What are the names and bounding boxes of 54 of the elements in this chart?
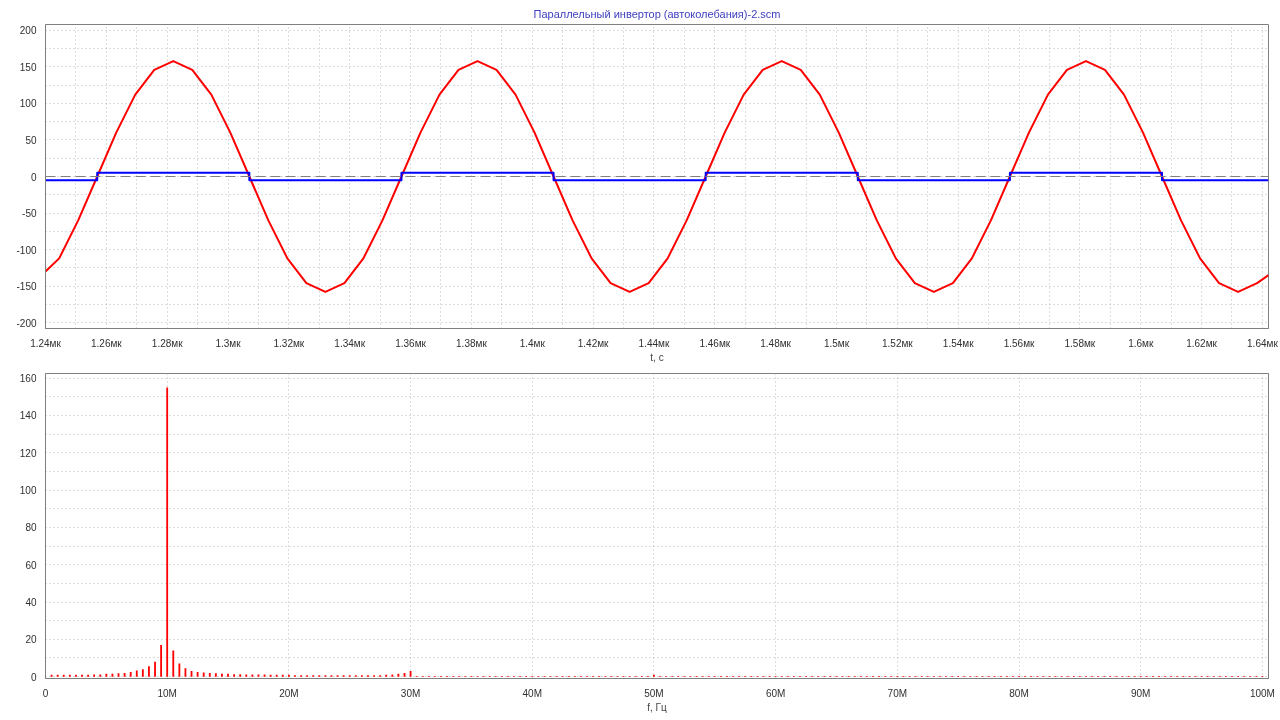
x-tick-label: 1.5мк	[823, 337, 850, 349]
y-tick-label: -100	[16, 244, 37, 256]
x-tick-label: 1.56мк	[1003, 337, 1036, 349]
x-tick-label: 100M	[1249, 687, 1275, 699]
y-tick-label: 120	[19, 447, 37, 459]
x-tick-label: 40M	[522, 687, 542, 699]
x-tick-label: 10M	[157, 687, 177, 699]
y-tick-label: 100	[19, 98, 37, 110]
x-tick-label: 1.52мк	[881, 337, 914, 349]
x-tick-label: 1.38мк	[456, 337, 488, 349]
y-tick-label: 60	[25, 559, 37, 571]
x-tick-label: 80M	[1009, 687, 1029, 699]
y-tick-label: 140	[19, 410, 37, 422]
x-tick-label: 1.28мк	[151, 337, 184, 349]
y-tick-label: 50	[25, 134, 37, 146]
chart-title: Параллельный инвертор (автоколебания)-2.scm	[533, 7, 781, 20]
y-tick-label: 0	[30, 671, 37, 683]
x-tick-label: 1.44мк	[638, 337, 670, 349]
y-tick-label: 0	[30, 171, 37, 183]
y-tick-label: 40	[25, 597, 37, 609]
x-tick-label: 20M	[279, 687, 299, 699]
x-axis-title: f, Гц	[647, 701, 668, 713]
x-tick-label: 1.54мк	[942, 337, 975, 349]
x-tick-label: 50M	[644, 687, 664, 699]
x-tick-label: 30M	[400, 687, 421, 699]
x-tick-label: 1.6мк	[1128, 337, 1154, 349]
y-tick-label: -200	[16, 317, 37, 329]
y-tick-label: 150	[19, 61, 37, 73]
line-series	[45, 60, 1269, 293]
y-tick-label: 20	[25, 634, 37, 646]
x-tick-label: 1.46мк	[699, 337, 731, 349]
x-tick-label: 1.36мк	[395, 337, 427, 349]
y-tick-label: 80	[25, 522, 37, 534]
x-tick-label: 1.34мк	[334, 337, 366, 349]
y-tick-label: -50	[22, 208, 37, 220]
x-tick-label: 1.58мк	[1064, 337, 1096, 349]
x-axis-title: t, c	[650, 351, 664, 363]
x-tick-label: 1.26мк	[90, 337, 123, 349]
y-tick-label: 200	[19, 25, 37, 37]
x-tick-label: 1.62мк	[1186, 337, 1218, 349]
x-tick-label: 90M	[1131, 687, 1151, 699]
x-tick-label: 1.3мк	[215, 337, 242, 349]
x-tick-label: 1.4мк	[519, 337, 546, 349]
x-tick-label: 70M	[887, 687, 908, 699]
y-tick-label: 100	[19, 485, 37, 497]
x-tick-label: 60M	[765, 687, 786, 699]
x-tick-label: 1.42мк	[577, 337, 610, 349]
y-tick-label: -150	[16, 281, 37, 293]
x-tick-label: 1.24мк	[30, 337, 62, 349]
x-tick-label: 0	[42, 687, 49, 699]
x-tick-label: 1.48мк	[760, 337, 792, 349]
x-tick-label: 1.64мк	[1247, 337, 1279, 349]
x-tick-label: 1.32мк	[273, 337, 305, 349]
y-tick-label: 160	[19, 373, 37, 385]
